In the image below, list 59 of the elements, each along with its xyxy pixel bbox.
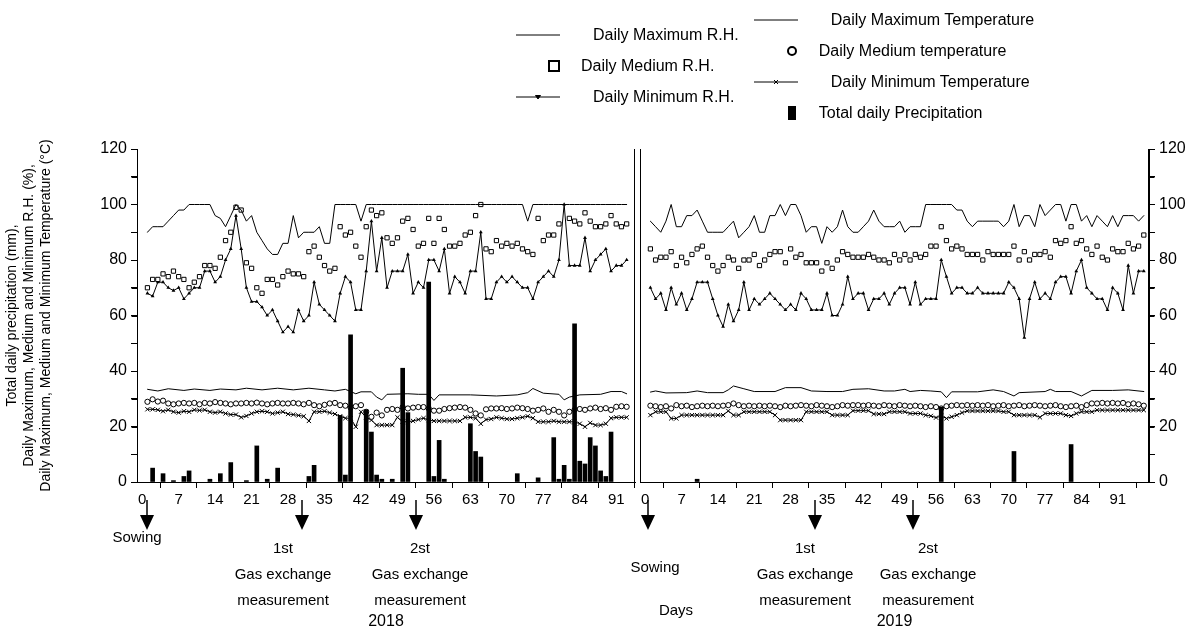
text: 1st Gas exchange measurement bbox=[756, 538, 854, 610]
x-axis-title: 2019 bbox=[876, 612, 913, 630]
y-tick-label: 0 bbox=[118, 472, 128, 490]
y-tick-label: 60 bbox=[109, 305, 128, 323]
x-tick-label: 91 bbox=[1109, 490, 1127, 508]
y-tick-label: 20 bbox=[109, 416, 128, 434]
y-axis-title: Total daily precipitation (mm), Daily Maximum, Medium and Minimum R.H. (%), Daily Maximum, Medium and Minimum Temperature (°C) bbox=[3, 139, 53, 492]
x-tick-label: 56 bbox=[425, 490, 443, 508]
y-tick-label: 120 bbox=[1159, 139, 1186, 157]
legend-label: Daily Medium temperature bbox=[818, 41, 1007, 60]
x-tick-label: 0 bbox=[138, 490, 147, 508]
x-tick-label: 84 bbox=[1073, 490, 1090, 508]
legend-label: Daily Maximum R.H. bbox=[593, 26, 739, 44]
x-axis-title: 2018 bbox=[368, 612, 404, 630]
x-tick-label: 63 bbox=[964, 490, 981, 508]
x-tick-label: 70 bbox=[498, 490, 516, 508]
x-tick-label: 49 bbox=[389, 490, 406, 508]
legend-label: Daily Minimum R.H. bbox=[593, 88, 735, 106]
y-tick-label: 40 bbox=[109, 361, 128, 379]
y-tick-label: 100 bbox=[100, 194, 128, 212]
text: Sowing bbox=[112, 527, 162, 547]
x-tick-label: 91 bbox=[607, 490, 625, 508]
x-tick-label: 7 bbox=[174, 490, 183, 508]
y-tick-label: 80 bbox=[109, 250, 128, 268]
x-tick-label: 56 bbox=[927, 490, 945, 508]
x-tick-label: 35 bbox=[316, 490, 333, 508]
y-tick-label: 100 bbox=[1159, 194, 1186, 212]
x-tick-label: 28 bbox=[279, 490, 297, 508]
x-tick-label: 7 bbox=[677, 490, 686, 508]
x-tick-label: 77 bbox=[1036, 490, 1054, 508]
x-tick-label: 42 bbox=[352, 490, 370, 508]
text: Days bbox=[658, 600, 694, 620]
y-tick-label: 80 bbox=[1159, 250, 1177, 268]
x-tick-label: 14 bbox=[709, 490, 727, 508]
text: Sowing bbox=[630, 557, 680, 577]
y-tick-label: 40 bbox=[1159, 361, 1177, 379]
x-tick-label: 28 bbox=[782, 490, 799, 508]
text: 1st Gas exchange measurement bbox=[234, 538, 332, 610]
x-tick-label: 77 bbox=[534, 490, 552, 508]
x-tick-label: 21 bbox=[745, 490, 763, 508]
x-tick-label: 84 bbox=[571, 490, 589, 508]
x-tick-label: 14 bbox=[206, 490, 224, 508]
x-tick-label: 42 bbox=[854, 490, 872, 508]
text: 2st Gas exchange measurement bbox=[371, 538, 469, 610]
legend-label: Total daily Precipitation bbox=[818, 103, 983, 122]
x-tick-label: 21 bbox=[243, 490, 260, 508]
legend-label: Daily Minimum Temperature bbox=[830, 72, 1030, 91]
x-tick-label: 0 bbox=[641, 490, 650, 508]
y-tick-label: 20 bbox=[1159, 416, 1177, 434]
x-tick-label: 70 bbox=[1000, 490, 1018, 508]
x-tick-label: 35 bbox=[818, 490, 836, 508]
legend-label: Daily Maximum Temperature bbox=[830, 10, 1035, 29]
x-tick-label: 63 bbox=[462, 490, 479, 508]
y-tick-label: 120 bbox=[100, 139, 128, 157]
legend-label: Daily Medium R.H. bbox=[581, 57, 715, 75]
x-tick-label: 49 bbox=[891, 490, 909, 508]
text: 2st Gas exchange measurement bbox=[879, 538, 977, 610]
y-tick-label: 60 bbox=[1159, 305, 1177, 323]
y-tick-label: 0 bbox=[1159, 472, 1168, 490]
